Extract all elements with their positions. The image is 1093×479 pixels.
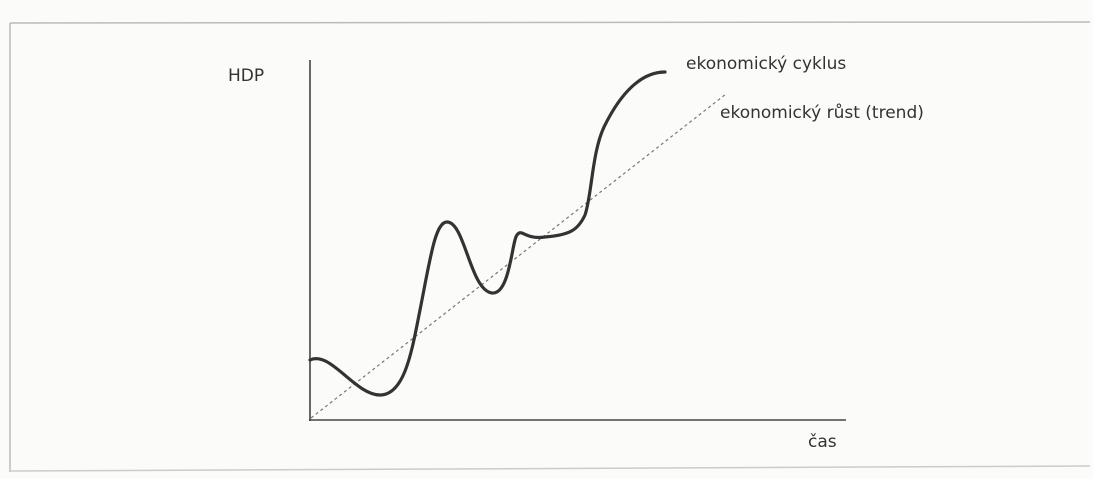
frame-top (9, 21, 1091, 24)
frame-bottom (9, 465, 1091, 472)
trend-line (310, 93, 727, 419)
x-axis-label: čas (808, 432, 837, 452)
y-axis-label: HDP (228, 66, 264, 86)
cycle-label: ekonomický cyklus (686, 54, 846, 74)
trend-label: ekonomický růst (trend) (720, 103, 924, 123)
cycle-curve (308, 70, 667, 397)
